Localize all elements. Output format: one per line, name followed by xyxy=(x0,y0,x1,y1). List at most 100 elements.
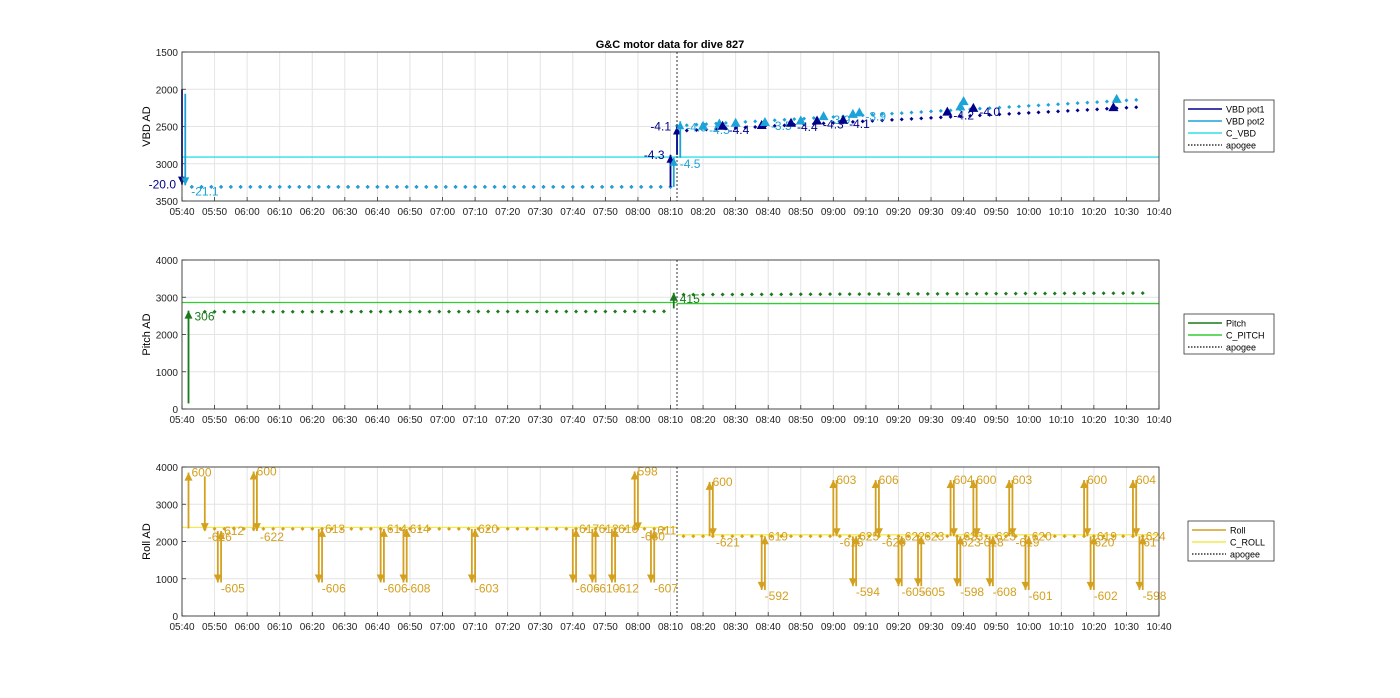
legend-label: apogee xyxy=(1226,141,1256,151)
subplots: 05:40 05:50 06:00 06:10 06:20 06:30 06:40 06:50… xyxy=(141,48,1275,633)
x-tick-label: 08:30 xyxy=(723,415,748,426)
data-point xyxy=(443,184,448,189)
data-point xyxy=(889,111,894,116)
data-point xyxy=(427,309,432,314)
motor-move: 600 xyxy=(184,466,212,529)
data-point xyxy=(632,309,637,314)
move-label: -594 xyxy=(856,585,880,599)
x-tick-label: 08:40 xyxy=(756,622,781,633)
x-tick-label: 10:10 xyxy=(1049,415,1074,426)
data-point xyxy=(1003,291,1008,296)
move-arrowhead xyxy=(956,536,965,545)
data-point xyxy=(723,121,728,126)
x-tick-label: 05:50 xyxy=(202,415,227,426)
marker-label: -3.9 xyxy=(865,109,886,123)
move-arrowhead xyxy=(829,480,838,489)
data-point xyxy=(886,291,891,296)
data-point xyxy=(935,291,940,296)
x-tick-label: 07:00 xyxy=(430,207,455,218)
move-label: -615 xyxy=(840,535,864,549)
motor-move: 619 xyxy=(760,529,788,590)
x-tick-label: 06:10 xyxy=(267,415,292,426)
data-point xyxy=(837,292,842,297)
marker-triangle xyxy=(958,96,969,106)
data-point xyxy=(1124,98,1129,103)
data-point xyxy=(554,526,559,531)
data-point xyxy=(297,184,302,189)
marker-label: -4.1 xyxy=(849,117,870,131)
move-arrowhead xyxy=(673,126,682,135)
data-point xyxy=(388,526,393,531)
data-point xyxy=(694,127,699,132)
motor-move: -621 xyxy=(708,481,740,549)
marker-label: -4.0 xyxy=(979,105,1000,119)
y-tick-label: 2000 xyxy=(156,85,179,96)
x-tick-label: 10:40 xyxy=(1146,622,1171,633)
x-tick-label: 09:30 xyxy=(919,207,944,218)
x-tick-label: 07:50 xyxy=(593,622,618,633)
move-arrowhead xyxy=(568,574,577,583)
data-point xyxy=(886,534,891,539)
x-tick-label: 08:30 xyxy=(723,207,748,218)
data-point xyxy=(261,526,266,531)
move-label: 620 xyxy=(1032,529,1052,543)
data-point xyxy=(945,291,950,296)
move-arrowhead xyxy=(314,574,323,583)
data-point xyxy=(583,309,588,314)
data-point xyxy=(837,534,842,539)
move-arrowhead xyxy=(1005,480,1014,489)
motor-move: -4.5 xyxy=(669,157,701,187)
x-tick-label: 08:10 xyxy=(658,207,683,218)
marker-triangle xyxy=(785,117,796,127)
motor-move: 616 xyxy=(611,522,638,583)
data-point xyxy=(701,292,706,297)
data-point xyxy=(1043,534,1048,539)
x-tick-label: 07:10 xyxy=(463,415,488,426)
data-point xyxy=(1124,105,1129,110)
move-label: -602 xyxy=(1094,589,1118,603)
data-point xyxy=(212,526,217,531)
data-point xyxy=(909,116,914,121)
motor-move: -615 xyxy=(832,480,864,549)
data-point xyxy=(714,126,719,131)
data-point xyxy=(515,309,520,314)
move-label: -612 xyxy=(615,581,639,595)
data-point xyxy=(502,184,507,189)
motor-move: -603 xyxy=(467,528,499,595)
vbd-marker: -4.3 xyxy=(812,115,844,132)
data-point xyxy=(994,534,999,539)
vbd-marker xyxy=(795,115,806,125)
data-point xyxy=(238,184,243,189)
x-tick-label: 08:10 xyxy=(658,415,683,426)
data-point xyxy=(404,184,409,189)
data-point xyxy=(622,526,627,531)
motor-move: -594 xyxy=(848,536,880,599)
x-tick-label: 05:50 xyxy=(202,207,227,218)
move-label: -620 xyxy=(882,535,906,549)
figure-title: G&C motor data for dive 827 xyxy=(596,39,745,51)
data-point xyxy=(896,291,901,296)
data-point xyxy=(782,123,787,128)
data-point xyxy=(1046,102,1051,107)
marker-label: -4.2 xyxy=(953,109,974,123)
x-tick-label: 10:30 xyxy=(1114,622,1139,633)
move-arrowhead xyxy=(1008,528,1017,537)
data-point xyxy=(857,292,862,297)
move-arrowhead xyxy=(213,574,222,583)
data-point xyxy=(916,291,921,296)
move-arrowhead xyxy=(1021,581,1030,590)
data-point xyxy=(564,309,569,314)
move-label: 614 xyxy=(387,522,407,536)
motor-move: 624 xyxy=(1138,529,1166,590)
motor-move: -620 xyxy=(874,480,906,549)
data-point xyxy=(300,309,305,314)
data-point xyxy=(1075,108,1080,113)
data-point xyxy=(831,120,836,125)
data-point xyxy=(779,534,784,539)
legend-label: VBD pot1 xyxy=(1226,105,1265,115)
data-point xyxy=(1085,107,1090,112)
series-vbd-pot2 xyxy=(189,97,1139,189)
